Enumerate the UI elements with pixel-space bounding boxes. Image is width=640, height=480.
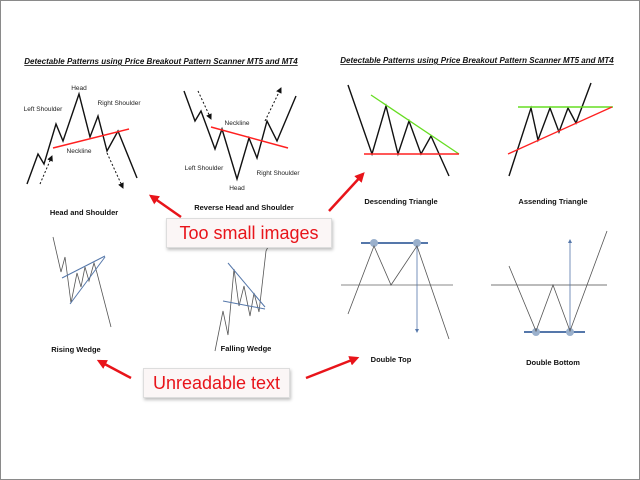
double-bottom-pattern: Double Bottom [491, 230, 608, 367]
dashed-arrow [264, 87, 282, 122]
neckline [210, 126, 289, 149]
right-shoulder-label: Right Shoulder [257, 170, 301, 177]
callout-too-small-images: Too small images [166, 218, 332, 248]
pattern-label: Double Top [371, 355, 412, 364]
wedge-upper-line [227, 262, 266, 308]
wedge-lower-line [69, 256, 106, 305]
dashed-arrow [197, 90, 212, 120]
price-line [52, 236, 112, 328]
callout-arrows [96, 172, 365, 380]
left-shoulder-label: Left Shoulder [185, 165, 225, 172]
pattern-label: Double Bottom [526, 358, 580, 367]
title-right: Detectable Patterns using Price Breakout… [340, 56, 614, 65]
red-arrow-icon [328, 172, 365, 212]
price-line [508, 82, 592, 177]
price-line [508, 230, 608, 333]
rising-wedge-pattern: Rising Wedge [51, 236, 112, 354]
neckline-label: Neckline [67, 148, 92, 155]
neckline [52, 128, 130, 149]
right-shoulder-label: Right Shoulder [98, 100, 142, 107]
price-line [347, 244, 450, 340]
pattern-label: Head and Shoulder [50, 208, 118, 217]
resistance-line [370, 94, 460, 155]
title-left: Detectable Patterns using Price Breakout… [24, 57, 298, 66]
wedge-lower-line [222, 300, 266, 310]
price-line [183, 90, 297, 182]
descending-triangle-pattern: Descending Triangle [347, 84, 460, 206]
pattern-label: Descending Triangle [364, 197, 437, 206]
pattern-label: Falling Wedge [221, 344, 272, 353]
head-and-shoulder-pattern: Head Left Shoulder Right Shoulder Neckli… [24, 85, 142, 217]
pattern-label: Rising Wedge [51, 345, 100, 354]
price-line [214, 244, 270, 352]
ascending-triangle-pattern: Assending Triangle [507, 82, 613, 206]
left-shoulder-label: Left Shoulder [24, 106, 64, 113]
falling-wedge-pattern: Falling Wedge [214, 244, 272, 353]
neckline-label: Neckline [225, 120, 250, 127]
price-line [347, 84, 450, 177]
red-arrow-icon [148, 194, 182, 219]
head-label: Head [229, 185, 245, 192]
double-top-pattern: Double Top [341, 239, 453, 364]
support-line [507, 106, 613, 155]
head-label: Head [71, 85, 87, 92]
red-arrow-icon [96, 359, 132, 380]
dashed-arrow [39, 155, 53, 185]
price-line [26, 91, 138, 185]
pattern-label: Reverse Head and Shoulder [194, 203, 294, 212]
pattern-label: Assending Triangle [518, 197, 587, 206]
peak-marker [413, 239, 421, 247]
peak-marker [370, 239, 378, 247]
wedge-upper-line [61, 255, 106, 279]
reverse-head-and-shoulder-pattern: Neckline Left Shoulder Head Right Should… [183, 87, 301, 212]
red-arrow-icon [305, 356, 360, 380]
dashed-arrow [106, 152, 124, 189]
callout-unreadable-text: Unreadable text [143, 368, 290, 398]
